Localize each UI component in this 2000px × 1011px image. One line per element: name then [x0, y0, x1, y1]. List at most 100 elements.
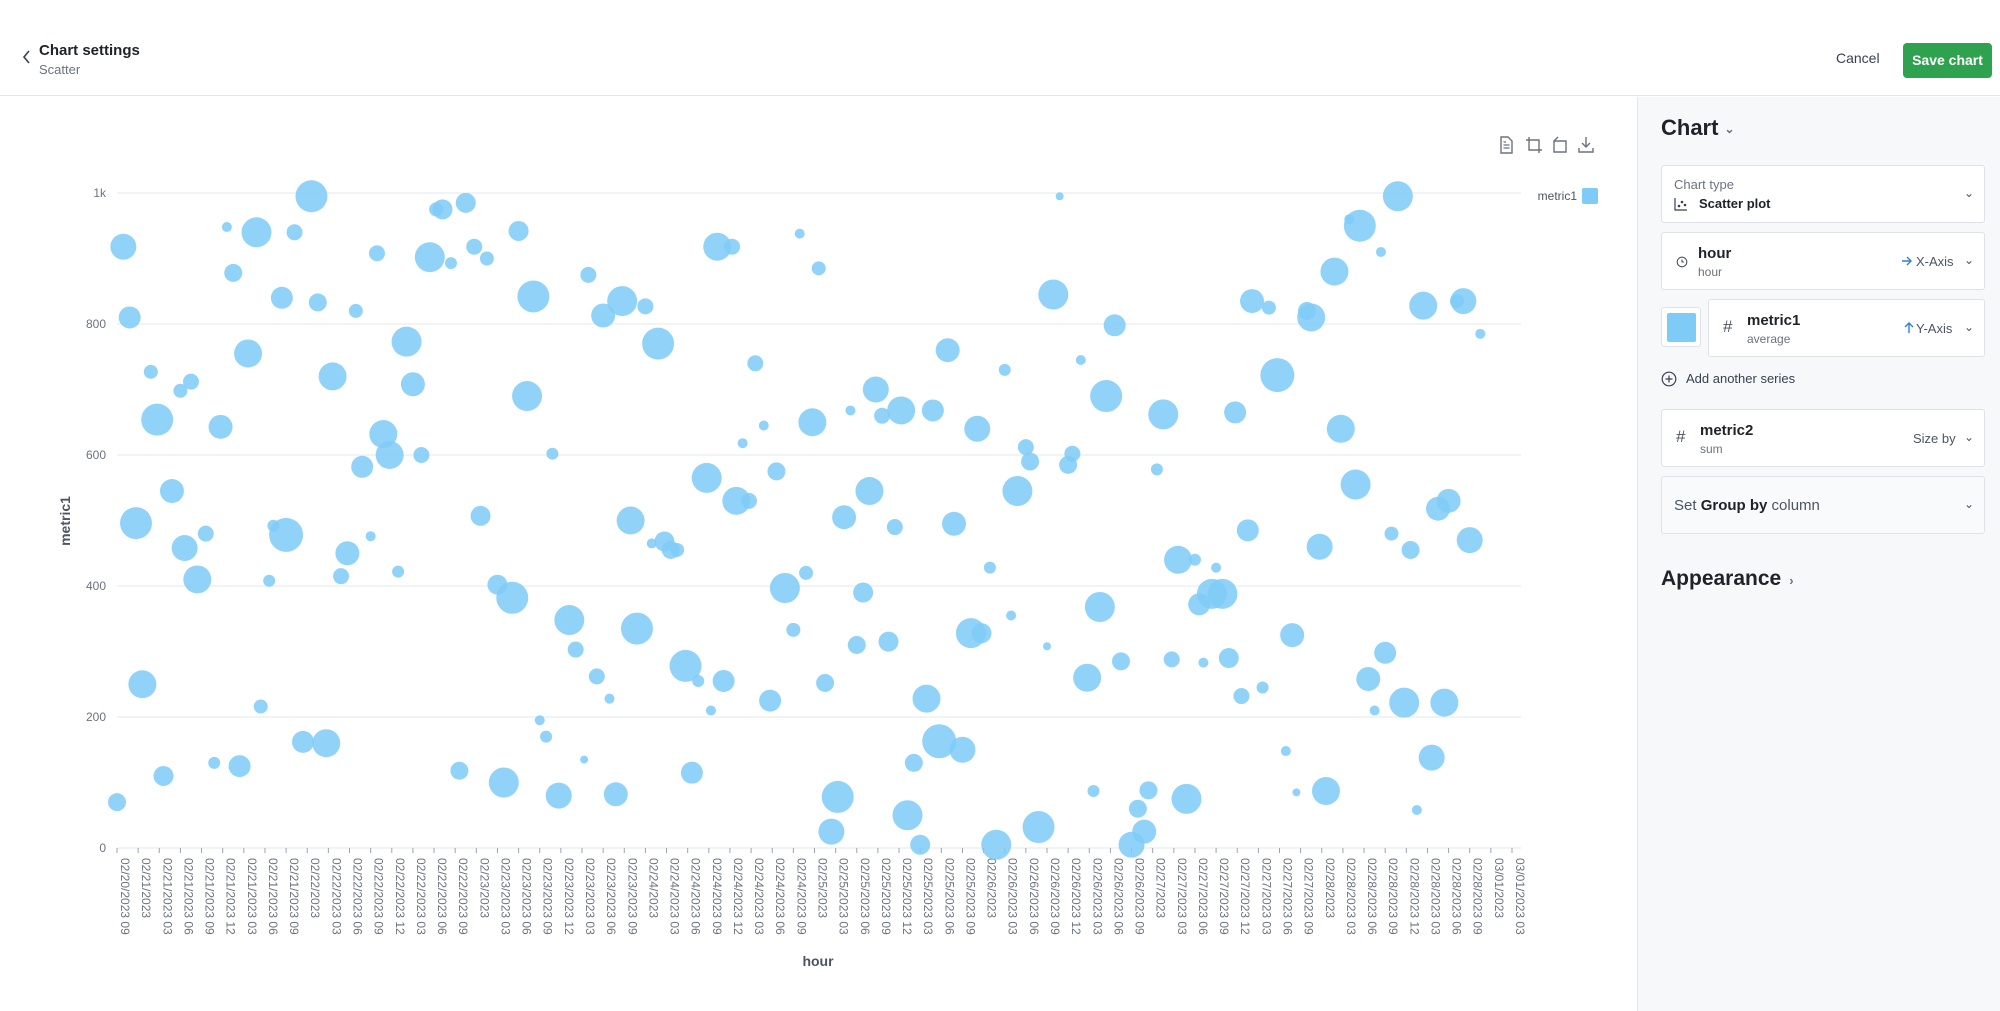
scatter-point: [821, 780, 854, 813]
scatter-point: [588, 668, 605, 685]
size-by-field[interactable]: # metric2 sum Size by ⌄: [1661, 409, 1985, 467]
x-tick-label: 02/25/2023 09: [879, 858, 893, 935]
scatter-point: [670, 542, 685, 557]
scatter-point: [253, 699, 268, 714]
scatter-point: [703, 232, 732, 261]
scatter-point: [365, 531, 376, 542]
x-tick-label: 02/24/2023 03: [668, 858, 682, 935]
save-chart-button[interactable]: Save chart: [1903, 43, 1992, 78]
chevron-down-icon: ⌄: [1963, 320, 1974, 334]
chevron-down-icon: ⌄: [1963, 497, 1974, 511]
appearance-section[interactable]: Appearance ›: [1661, 567, 1794, 591]
scatter-point: [292, 730, 314, 753]
scatter-point: [971, 623, 992, 644]
x-tick-label: 02/25/2023: [816, 858, 830, 918]
x-tick-label: 02/21/2023 06: [181, 858, 195, 935]
title-block: Chart settings Scatter: [39, 42, 140, 77]
x-tick-label: 02/24/2023 12: [731, 858, 745, 935]
chart-type-select[interactable]: Chart type Scatter plot ⌄: [1661, 165, 1985, 223]
crop-icon[interactable]: [1524, 135, 1544, 155]
appearance-label: Appearance: [1661, 567, 1782, 590]
x-tick-label: 02/22/2023 09: [372, 858, 386, 935]
scatter-point: [286, 224, 303, 241]
page-subtitle: Scatter: [39, 62, 81, 77]
scatter-point: [1340, 469, 1371, 500]
x-axis-tag: X-Axis: [1916, 254, 1954, 269]
scatter-point: [798, 408, 827, 437]
scatter-point: [747, 355, 764, 372]
scatter-point: [887, 396, 916, 425]
x-tick-label: 02/23/2023 09: [541, 858, 555, 935]
scatter-point: [1236, 519, 1259, 542]
scatter-point: [183, 565, 212, 594]
x-axis-field[interactable]: hour hour X-Axis ⌄: [1661, 232, 1985, 290]
scatter-point: [1297, 303, 1326, 332]
scatter-point: [1292, 788, 1301, 797]
scatter-point: [1218, 648, 1239, 669]
scatter-point: [479, 251, 494, 266]
x-tick-label: 02/28/2023 03: [1428, 858, 1442, 935]
x-tick-label: 02/28/2023 09: [1386, 858, 1400, 935]
group-by-label: Set Group by column: [1674, 497, 1820, 514]
scatter-point: [269, 517, 304, 552]
y-axis-field[interactable]: # metric1 average Y-Axis ⌄: [1708, 299, 1985, 357]
x-tick-label: 02/27/2023 09: [1302, 858, 1316, 935]
cancel-button[interactable]: Cancel: [1836, 50, 1880, 66]
download-icon[interactable]: [1576, 135, 1596, 155]
scatter-point: [1087, 785, 1100, 798]
x-tick-label: 02/23/2023 03: [583, 858, 597, 935]
scatter-icon: [1674, 198, 1687, 211]
x-tick-label: 02/23/2023 06: [604, 858, 618, 935]
scatter-point: [1384, 526, 1399, 541]
rotate-icon[interactable]: [1550, 135, 1570, 155]
scatter-point: [1017, 439, 1034, 456]
scatter-point: [348, 303, 363, 318]
scatter-point: [1418, 744, 1445, 771]
scatter-point: [1374, 641, 1397, 664]
scatter-point: [351, 455, 374, 478]
scatter-point: [981, 829, 1012, 860]
arrow-up-icon: [1904, 322, 1914, 333]
scatter-point: [414, 242, 445, 273]
scatter-point: [705, 705, 716, 716]
chevron-down-icon: ⌄: [1963, 253, 1974, 267]
x-tick-label: 02/24/2023 09: [710, 858, 724, 935]
scatter-point: [935, 338, 960, 363]
scatter-point: [333, 568, 350, 585]
series-color-picker[interactable]: [1661, 307, 1701, 347]
y-tick-label: 800: [86, 317, 106, 331]
scatter-point: [171, 535, 198, 562]
scatter-point: [1356, 667, 1381, 692]
scatter-point: [1233, 688, 1250, 705]
y-field-sub: average: [1747, 332, 1791, 346]
x-tick-label: 02/25/2023 09: [963, 858, 977, 935]
document-icon[interactable]: [1496, 135, 1516, 155]
x-tick-label: 02/20/2023 09: [118, 858, 132, 935]
scatter-point: [540, 730, 553, 743]
x-tick-label: 02/24/2023 03: [752, 858, 766, 935]
x-tick-label: 02/27/2023 03: [1175, 858, 1189, 935]
scatter-point: [1075, 355, 1086, 366]
scatter-point: [847, 635, 866, 654]
scatter-point: [799, 565, 814, 580]
scatter-point: [949, 736, 976, 763]
x-tick-label: 02/25/2023 06: [858, 858, 872, 935]
scatter-point: [1150, 463, 1163, 476]
add-series-button[interactable]: Add another series: [1661, 371, 1795, 387]
size-field-name: metric2: [1700, 422, 1754, 439]
x-axis-label: hour: [802, 953, 834, 969]
scatter-point: [904, 753, 923, 772]
panel-title[interactable]: Chart ⌄: [1661, 115, 1735, 141]
x-tick-label: 02/24/2023 06: [689, 858, 703, 935]
scatter-point: [512, 381, 543, 412]
x-tick-label: 02/26/2023 12: [1069, 858, 1083, 935]
group-by-select[interactable]: Set Group by column ⌄: [1661, 476, 1985, 534]
back-chevron-icon[interactable]: [20, 48, 34, 66]
scatter-point: [737, 438, 748, 449]
y-tick-label: 600: [86, 448, 106, 462]
scatter-point: [724, 238, 741, 255]
scatter-point: [108, 793, 126, 812]
scatter-point: [1043, 642, 1051, 651]
scatter-point: [1132, 819, 1157, 844]
scatter-point: [110, 233, 137, 260]
